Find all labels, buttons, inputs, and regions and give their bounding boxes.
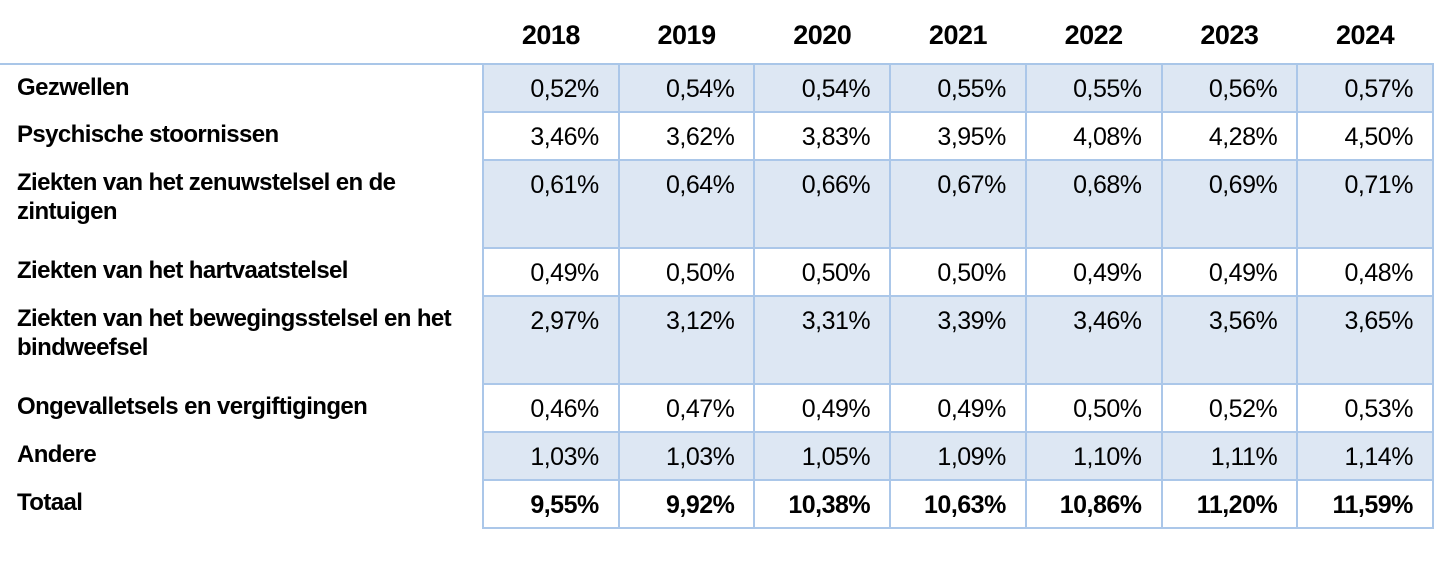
year-column-header: 2019 [618,0,755,65]
value-cell: 10,86% [1024,479,1163,529]
value-cell: 0,48% [1296,247,1434,297]
header-row: 2018 2019 2020 2021 2022 2023 2024 [0,0,1433,65]
value-cell: 0,49% [1024,247,1163,297]
value-cell: 3,46% [482,111,620,161]
table-row: Ziekten van het bewegingsstelsel en het … [0,295,1434,385]
year-column-header: 2022 [1025,0,1162,65]
table-row: Andere 1,03% 1,03% 1,05% 1,09% 1,10% 1,11% 1,14… [0,431,1434,481]
value-cell: 1,03% [482,431,620,481]
row-label: Andere [0,432,483,480]
value-cell: 0,49% [889,383,1027,433]
value-cell: 0,46% [482,383,620,433]
value-cell: 0,71% [1296,159,1434,249]
value-cell: 3,12% [617,295,756,385]
value-cell: 2,97% [482,295,620,385]
value-cell: 0,49% [482,247,620,297]
value-cell: 4,28% [1160,111,1299,161]
value-cell: 1,05% [753,431,892,481]
year-column-header: 2020 [754,0,891,65]
row-label: Totaal [0,480,483,528]
row-label: Ziekten van het zenuwstelsel en de zintu… [0,160,483,248]
value-cell: 1,03% [617,431,756,481]
value-cell: 0,55% [1024,63,1163,113]
value-cell: 0,54% [617,63,756,113]
value-cell: 4,08% [1024,111,1163,161]
value-cell: 0,50% [617,247,756,297]
table-row: Totaal 9,55% 9,92% 10,38% 10,63% 10,86% 11,20%… [0,479,1434,529]
year-column-header: 2021 [890,0,1026,65]
value-cell: 3,65% [1296,295,1434,385]
value-cell: 3,62% [617,111,756,161]
table-body: Gezwellen 0,52% 0,54% 0,54% 0,55% 0,55% 0,56% 0… [0,63,1434,529]
row-label: Ziekten van het bewegingsstelsel en het … [0,296,483,384]
value-cell: 0,55% [889,63,1027,113]
value-cell: 0,56% [1160,63,1299,113]
value-cell: 9,55% [482,479,620,529]
table-row: Psychische stoornissen 3,46% 3,62% 3,83% 3,9… [0,111,1434,161]
value-cell: 10,63% [889,479,1027,529]
table-row: Ongevalletsels en vergiftigingen 0,46% 0,4… [0,383,1434,433]
value-cell: 9,92% [617,479,756,529]
row-label: Psychische stoornissen [0,112,483,160]
row-label: Ongevalletsels en vergiftigingen [0,384,483,432]
value-cell: 3,46% [1024,295,1163,385]
value-cell: 0,50% [889,247,1027,297]
value-cell: 0,50% [1024,383,1163,433]
value-cell: 11,20% [1160,479,1299,529]
value-cell: 0,49% [753,383,892,433]
value-cell: 0,61% [482,159,620,249]
value-cell: 1,11% [1160,431,1299,481]
row-label-header-empty [0,0,483,65]
row-label: Gezwellen [0,64,483,112]
value-cell: 0,52% [482,63,620,113]
value-cell: 0,64% [617,159,756,249]
year-column-header: 2024 [1297,0,1433,65]
value-cell: 3,56% [1160,295,1299,385]
value-cell: 0,69% [1160,159,1299,249]
table-row: Gezwellen 0,52% 0,54% 0,54% 0,55% 0,55% 0,56% 0… [0,63,1434,113]
value-cell: 0,66% [753,159,892,249]
value-cell: 3,39% [889,295,1027,385]
value-cell: 0,67% [889,159,1027,249]
value-cell: 0,49% [1160,247,1299,297]
table-row: Ziekten van het zenuwstelsel en de zintu… [0,159,1434,249]
value-cell: 0,52% [1160,383,1299,433]
value-cell: 1,14% [1296,431,1434,481]
value-cell: 10,38% [753,479,892,529]
row-label: Ziekten van het hartvaatstelsel [0,248,483,296]
value-cell: 1,09% [889,431,1027,481]
value-cell: 1,10% [1024,431,1163,481]
value-cell: 3,95% [889,111,1027,161]
value-cell: 4,50% [1296,111,1434,161]
table-row: Ziekten van het hartvaatstelsel 0,49% 0,50… [0,247,1434,297]
value-cell: 0,53% [1296,383,1434,433]
value-cell: 0,50% [753,247,892,297]
value-cell: 0,47% [617,383,756,433]
value-cell: 0,57% [1296,63,1434,113]
value-cell: 3,83% [753,111,892,161]
value-cell: 11,59% [1296,479,1434,529]
yearly-disease-percentage-table: 2018 2019 2020 2021 2022 2023 2024 Gezwellen 0,… [0,0,1434,529]
year-column-header: 2023 [1161,0,1298,65]
value-cell: 3,31% [753,295,892,385]
year-column-header: 2018 [483,0,619,65]
value-cell: 0,54% [753,63,892,113]
value-cell: 0,68% [1024,159,1163,249]
